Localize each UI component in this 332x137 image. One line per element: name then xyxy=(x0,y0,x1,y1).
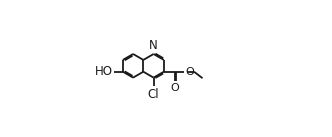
Text: Cl: Cl xyxy=(148,88,159,101)
Text: O: O xyxy=(185,67,194,77)
Text: HO: HO xyxy=(95,65,113,78)
Text: N: N xyxy=(148,39,157,52)
Text: O: O xyxy=(170,83,179,93)
